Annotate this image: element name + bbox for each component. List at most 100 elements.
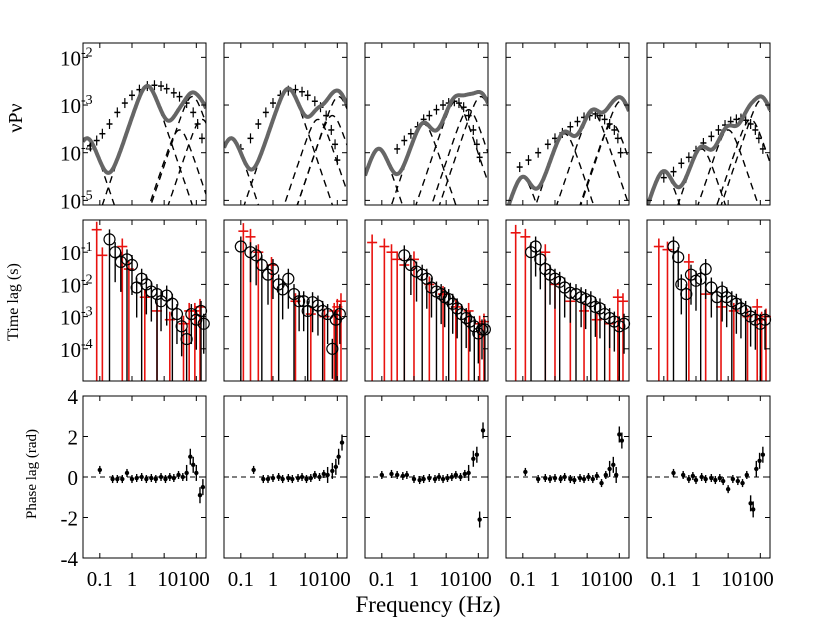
phase-data-point — [134, 475, 139, 481]
phase-lag-panel-4 — [514, 426, 625, 488]
phase-data-point — [699, 474, 704, 480]
phase-data-point — [280, 476, 285, 482]
phase-data-point — [194, 470, 199, 476]
black-lag-point — [333, 307, 346, 321]
phase-data-point — [471, 456, 476, 461]
phase-data-point — [317, 474, 322, 480]
x-tick-label: 0.1 — [510, 567, 536, 591]
phase-data-point — [523, 469, 528, 475]
phase-data-point — [163, 476, 168, 482]
phase-data-point — [115, 476, 120, 482]
black-lag-point — [617, 317, 631, 330]
power-plot-area — [365, 90, 488, 205]
x-tick-label: 10100 — [298, 567, 351, 591]
y-tick-exponent: -3 — [81, 93, 93, 108]
phase-data-point — [417, 477, 422, 483]
phase-data-point — [740, 480, 745, 486]
phase-data-point — [552, 475, 558, 481]
phase-data-point — [717, 475, 722, 481]
lorentzian-component — [697, 129, 760, 205]
x-tick-label: 1 — [550, 567, 561, 591]
total-model-line — [224, 86, 347, 172]
x-tick-label: 10100 — [721, 567, 774, 591]
phase-data-point — [184, 470, 189, 476]
phase-data-point — [730, 476, 736, 482]
phase-data-point — [617, 432, 622, 437]
x-tick-label: 10100 — [157, 567, 210, 591]
phase-data-point — [458, 474, 463, 480]
y-tick-exponent: -2 — [81, 45, 93, 60]
phase-lag-panel-2 — [232, 434, 345, 484]
y-tick-label: 10-1 — [60, 240, 93, 265]
x-tick-label: 0.1 — [87, 567, 113, 591]
phase-data-point — [97, 467, 103, 473]
x-tick-label: 10100 — [580, 567, 633, 591]
phase-data-point — [568, 476, 573, 482]
black-lag-point — [460, 311, 473, 325]
black-lag-point — [125, 258, 139, 272]
phase-data-point — [466, 470, 471, 476]
black-lag-point — [730, 297, 743, 310]
time-lag-panel-3 — [367, 234, 491, 381]
phase-data-point — [709, 475, 714, 481]
lorentzian-component — [283, 118, 347, 205]
phase-data-point — [400, 473, 406, 479]
black-lag-point — [282, 272, 295, 285]
phase-data-point — [261, 476, 266, 482]
time-lag-panel-5 — [653, 236, 772, 381]
time-lag-panel-4 — [510, 224, 631, 381]
power-panel-3 — [365, 90, 488, 205]
y-tick-label: 10-3 — [60, 93, 93, 118]
lorentzian-component — [535, 132, 595, 205]
phase-data-point — [572, 477, 577, 483]
phase-data-point — [543, 475, 548, 481]
phase-data-point — [586, 474, 591, 480]
black-lag-point — [175, 320, 188, 333]
black-lag-point — [416, 268, 429, 281]
phase-data-point — [713, 477, 718, 483]
power-panel-1 — [83, 80, 206, 205]
power-panel-4 — [506, 95, 629, 205]
black-lag-point — [170, 307, 184, 321]
y-tick-exponent: -1 — [81, 240, 93, 255]
phase-data-point — [558, 476, 563, 482]
power-plot-area — [647, 94, 770, 205]
panel-frame — [505, 219, 630, 382]
phase-data-point — [462, 471, 468, 477]
phase-data-point — [577, 475, 583, 481]
lorentzian-component — [101, 85, 194, 205]
phase-data-point — [411, 476, 417, 482]
phase-data-point — [757, 458, 762, 463]
phase-data-point — [312, 472, 318, 478]
black-lag-point — [589, 300, 602, 314]
black-lag-point — [463, 315, 477, 328]
power-plot-area — [224, 84, 347, 205]
lorentzian-component — [430, 109, 488, 205]
phase-data-point — [725, 486, 731, 492]
total-model-line — [647, 94, 770, 205]
total-model-line — [506, 95, 629, 205]
phase-data-point — [603, 472, 609, 478]
y-tick-label: 10-3 — [60, 305, 93, 330]
black-lag-point — [672, 251, 685, 264]
black-lag-point — [166, 297, 179, 310]
black-lag-point — [197, 317, 210, 330]
phase-data-point — [325, 472, 330, 478]
total-model-line — [365, 90, 488, 177]
phase-data-point — [176, 472, 181, 478]
phase-data-point — [619, 438, 625, 443]
lorentzian-component — [415, 100, 488, 205]
lorentzian-component — [580, 100, 629, 205]
phase-data-point — [547, 476, 553, 482]
phase-data-point — [139, 474, 144, 480]
phase-data-point — [445, 475, 450, 481]
phase-data-point — [581, 476, 587, 482]
phase-data-point — [594, 473, 600, 479]
power-plot-area — [83, 80, 206, 205]
phase-data-point — [379, 472, 385, 478]
phase-data-point — [421, 476, 426, 482]
phase-data-point — [304, 476, 309, 482]
phase-data-point — [180, 474, 186, 480]
phase-data-point — [686, 476, 692, 482]
x-tick-label: 10100 — [439, 567, 492, 591]
